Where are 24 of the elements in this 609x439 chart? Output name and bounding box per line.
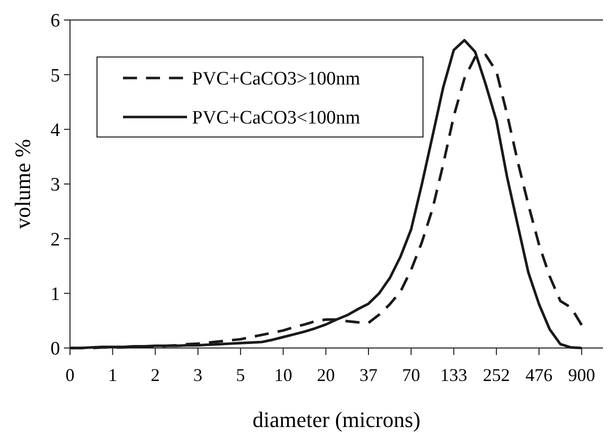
x-tick-label: 2 bbox=[150, 365, 160, 385]
x-tick-label: 1 bbox=[108, 365, 118, 385]
x-axis-title: diameter (microns) bbox=[252, 407, 420, 432]
x-tick-label: 3 bbox=[193, 365, 202, 385]
y-tick-label: 2 bbox=[50, 229, 60, 250]
x-tick-label: 10 bbox=[274, 365, 292, 385]
x-tick-label: 476 bbox=[526, 365, 553, 385]
x-tick-label: 900 bbox=[568, 365, 596, 385]
y-tick-label: 3 bbox=[50, 174, 60, 196]
x-tick-label: 133 bbox=[440, 365, 468, 385]
legend-label: PVC+CaCO3<100nm bbox=[192, 108, 360, 129]
x-tick-label: 37 bbox=[359, 365, 378, 385]
x-tick-label: 5 bbox=[236, 365, 246, 385]
y-tick-label: 4 bbox=[50, 120, 60, 141]
x-tick-label: 0 bbox=[66, 365, 74, 385]
y-axis-title: volume % bbox=[10, 139, 35, 229]
y-tick-label: 1 bbox=[50, 284, 60, 305]
x-tick-label: 252 bbox=[482, 365, 510, 385]
legend-label: PVC+CaCO3>100nm bbox=[192, 68, 360, 90]
y-tick-label: 6 bbox=[50, 10, 60, 32]
x-tick-label: 70 bbox=[402, 365, 420, 385]
x-tick-label: 20 bbox=[316, 365, 335, 385]
y-tick-label: 0 bbox=[50, 338, 60, 360]
y-tick-label: 5 bbox=[50, 65, 60, 86]
